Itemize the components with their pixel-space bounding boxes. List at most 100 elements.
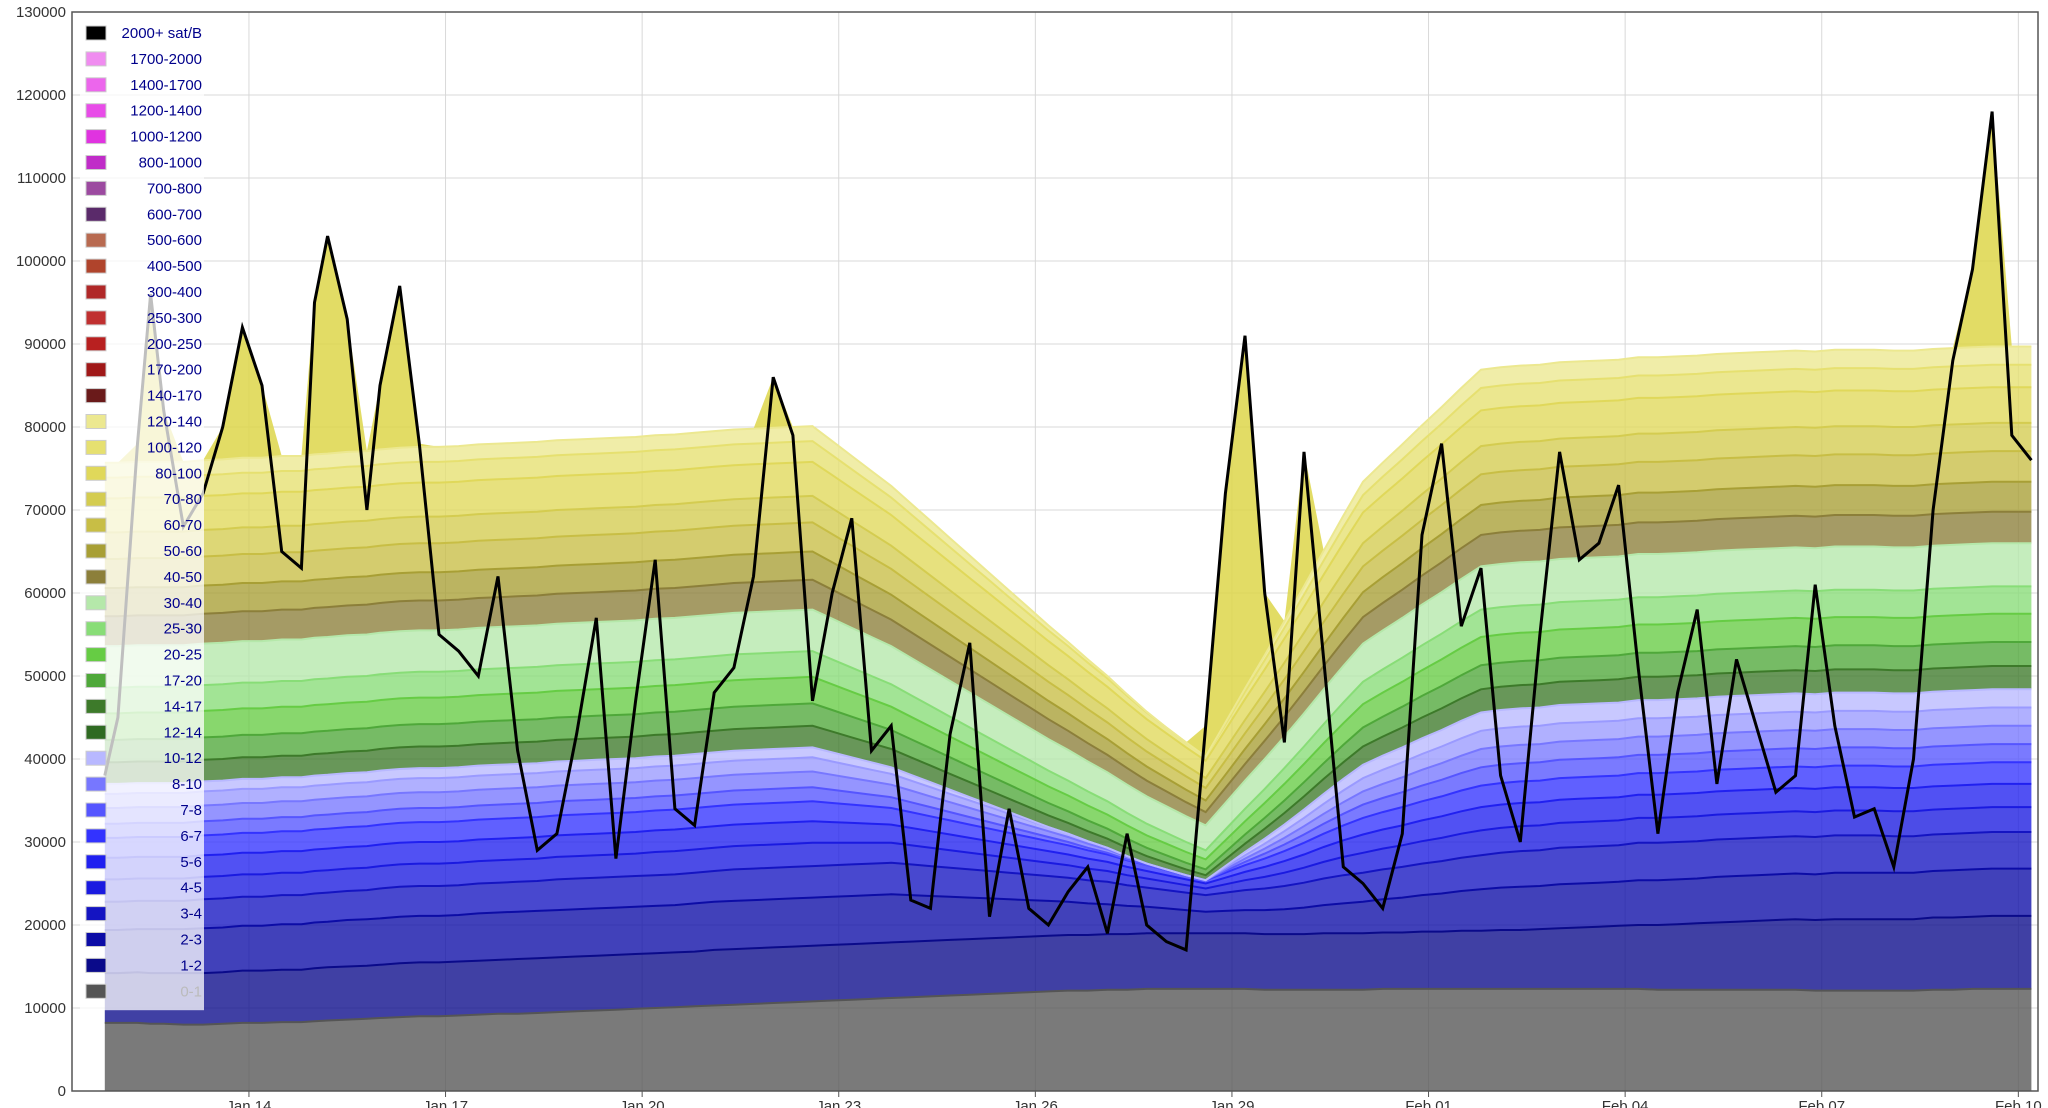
legend-label: 50-60 [164, 543, 202, 560]
x-tick-label: Feb 01 [1405, 1098, 1452, 1108]
legend-swatch [85, 595, 107, 611]
area-band-6-7 [104, 762, 2032, 884]
y-tick-label: 70000 [24, 502, 66, 519]
legend-swatch [85, 983, 107, 999]
x-tick-label: Jan 20 [620, 1098, 665, 1108]
y-tick-label: 80000 [24, 419, 66, 436]
band-line-2-3 [104, 867, 2032, 931]
legend-label: 100-120 [147, 439, 202, 456]
x-tick-label: Jan 29 [1209, 1098, 1254, 1108]
legend-label: 70-80 [164, 491, 202, 508]
area-band-3-4 [104, 832, 2032, 930]
y-tick-label: 110000 [17, 170, 66, 187]
area-band-14-17 [104, 666, 2032, 881]
legend-label: 400-500 [147, 258, 202, 275]
legend-label: 120-140 [147, 414, 202, 431]
legend-label: 2-3 [180, 932, 202, 949]
legend-label: 600-700 [147, 206, 202, 223]
y-tick-label: 0 [58, 1083, 66, 1100]
legend-label: 1400-1700 [130, 77, 202, 94]
area-band-12-14 [104, 689, 2032, 881]
legend-swatch [85, 724, 107, 740]
legend-swatch [85, 258, 107, 274]
y-tick-label: 120000 [16, 87, 66, 104]
legend: 2000+ sat/B 1700-2000 1400-1700 1200-1400 10… [80, 20, 204, 1011]
area-band-2-3 [104, 868, 2032, 974]
x-tick-label: Feb 10 [1995, 1098, 2042, 1108]
total-line [103, 111, 2033, 953]
legend-swatch [85, 129, 107, 145]
band-line-12-14 [104, 688, 2032, 882]
area-band-70-80 [104, 422, 2032, 788]
legend-label: 140-170 [147, 388, 202, 405]
band-line-0-1 [104, 987, 2032, 1026]
legend-swatch [85, 310, 107, 326]
area-band-100-120 [104, 364, 2032, 761]
x-tick-label: Jan 23 [816, 1098, 861, 1108]
legend-label: 0-1 [180, 983, 202, 1000]
legend-label: 300-400 [147, 284, 202, 301]
band-line-3-4 [104, 831, 2032, 903]
x-tick-label: Jan 26 [1013, 1098, 1058, 1108]
legend-swatch [85, 517, 107, 533]
y-tick-label: 50000 [24, 668, 66, 685]
x-axis: Jan 14 Jan 17 Jan 20 Jan 23 Jan 26 Jan 29 Feb … [226, 1091, 2042, 1108]
band-line-6-7 [104, 761, 2032, 882]
band-boundary-lines [104, 345, 2032, 1026]
legend-label: 60-70 [164, 517, 202, 534]
y-axis: 0 10000 20000 30000 40000 50000 60000 70000 8000… [16, 4, 66, 1100]
legend-swatch [85, 155, 107, 170]
y-tick-label: 60000 [24, 585, 66, 602]
legend-swatch [85, 414, 107, 429]
legend-label: 700-800 [147, 180, 202, 197]
band-line-17-20 [104, 641, 2032, 871]
area-band-120-140 [104, 346, 2032, 757]
legend-label: 1200-1400 [130, 103, 202, 120]
area-band-17-20 [104, 642, 2032, 876]
area-band-0-1 [104, 988, 2032, 1091]
legend-swatch [85, 569, 107, 585]
legend-swatch [85, 802, 107, 818]
legend-label: 4-5 [180, 880, 202, 897]
legend-swatch [85, 491, 107, 507]
legend-label: 6-7 [180, 828, 202, 845]
legend-label: 14-17 [164, 698, 202, 715]
legend-label: 1700-2000 [130, 51, 202, 68]
legend-label: 80-100 [155, 465, 202, 482]
legend-swatch [85, 439, 107, 455]
legend-swatch [85, 180, 107, 196]
total-mempool-line [103, 111, 2033, 953]
band-line-30-40 [104, 542, 2032, 827]
legend-label: 8-10 [172, 776, 202, 793]
legend-swatch [85, 906, 107, 922]
legend-label: 170-200 [147, 362, 202, 379]
legend-swatch [85, 336, 107, 352]
legend-label: 1000-1200 [130, 129, 202, 146]
band-line-1-2 [104, 914, 2032, 975]
area-band-25-30 [104, 586, 2032, 860]
band-line-7-8 [104, 743, 2032, 882]
legend-label: 17-20 [164, 673, 202, 690]
band-line-100-120 [104, 363, 2032, 758]
legend-swatch [85, 25, 107, 41]
area-band-20-25 [104, 613, 2032, 870]
area-band-7-8 [104, 744, 2032, 881]
area-band-80-100 [104, 387, 2032, 779]
legend-swatch [85, 103, 107, 119]
legend-label: 10-12 [164, 750, 202, 767]
legend-swatch [85, 232, 107, 248]
legend-label: 250-300 [147, 310, 202, 327]
band-line-25-30 [104, 585, 2032, 852]
legend-label: 200-250 [147, 336, 202, 353]
legend-swatch [85, 776, 107, 792]
legend-swatch [85, 932, 107, 947]
y-tick-label: 10000 [24, 1000, 66, 1017]
area-band-10-12 [104, 707, 2032, 881]
y-tick-label: 100000 [16, 253, 66, 270]
legend-label: 20-25 [164, 647, 202, 664]
legend-label: 800-1000 [139, 155, 202, 172]
legend-label: 25-30 [164, 621, 202, 638]
legend-swatch [85, 750, 107, 766]
band-line-20-25 [104, 612, 2032, 861]
